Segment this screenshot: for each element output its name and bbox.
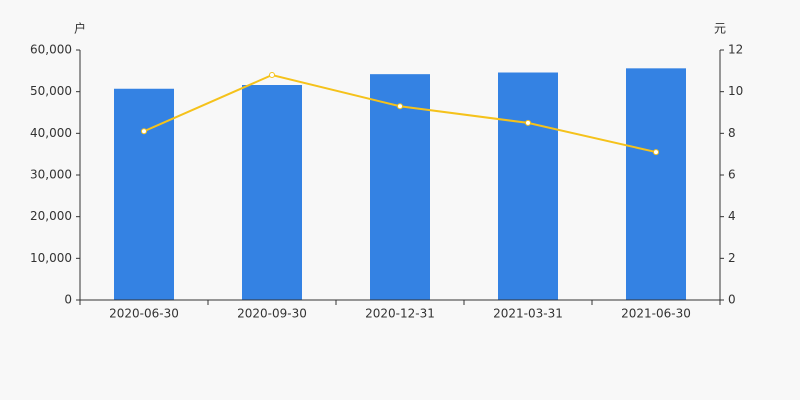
y2-tick-label: 10 [728, 84, 743, 98]
x-tick-label: 2021-06-30 [621, 307, 691, 321]
line-point [397, 103, 403, 110]
y2-tick-label: 0 [728, 293, 736, 307]
bar [114, 88, 174, 300]
y-tick-label: 60,000 [30, 43, 72, 57]
x-tick-label: 2020-06-30 [109, 307, 179, 321]
line-point [141, 128, 147, 135]
y-tick-label: 30,000 [30, 168, 72, 182]
x-tick-label: 2021-03-31 [493, 307, 563, 321]
y2-tick-label: 4 [728, 209, 736, 223]
line-point [653, 149, 659, 156]
bar [626, 68, 686, 300]
y-tick-label: 10,000 [30, 251, 72, 265]
y-tick-label: 40,000 [30, 126, 72, 140]
x-tick-label: 2020-12-31 [365, 307, 435, 321]
y2-tick-label: 2 [728, 251, 736, 265]
line-point [269, 72, 275, 78]
bar [242, 85, 302, 300]
y2-tick-label: 6 [728, 168, 736, 182]
y-tick-label: 0 [64, 293, 72, 307]
y-axis-label: 户 [74, 21, 86, 36]
x-tick-label: 2020-09-30 [237, 307, 307, 321]
y-tick-label: 20,000 [30, 209, 72, 223]
y-tick-label: 50,000 [30, 84, 72, 98]
y2-tick-label: 12 [728, 43, 743, 57]
line-point [525, 119, 531, 126]
y2-tick-label: 8 [728, 126, 736, 140]
bar [498, 72, 558, 300]
bar [370, 74, 430, 301]
y2-axis-label: 元 [714, 22, 726, 36]
